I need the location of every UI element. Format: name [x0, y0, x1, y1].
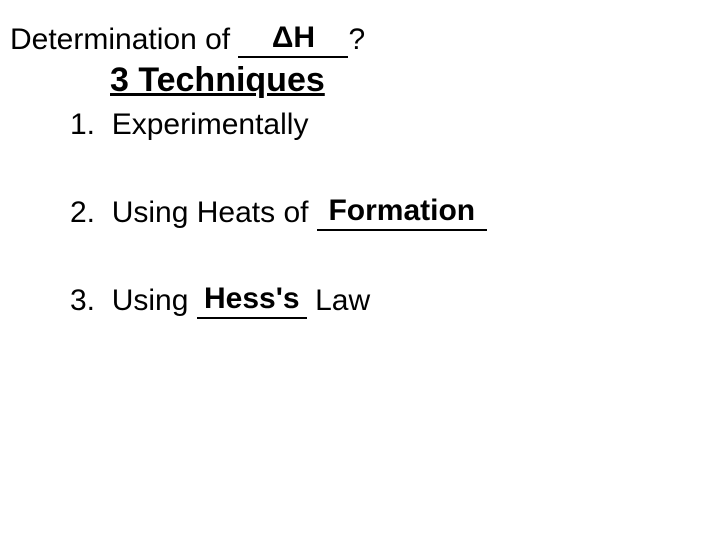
- item-blank-hess: Hess's: [197, 281, 307, 319]
- slide-subtitle: 3 Techniques: [110, 60, 720, 101]
- slide-title: Determination of ΔH?: [10, 20, 720, 58]
- item-number: 3.: [70, 284, 95, 317]
- title-blank-deltaH: ΔH: [238, 20, 348, 58]
- slide: Determination of ΔH? 3 Techniques 1. Exp…: [0, 0, 720, 540]
- item-blank-formation: Formation: [317, 193, 487, 231]
- item-prefix: Using: [112, 284, 197, 317]
- item-prefix: Using Heats of: [112, 196, 317, 229]
- item-number: 2.: [70, 196, 95, 229]
- list-item: 1. Experimentally: [70, 107, 720, 143]
- item-number: 1.: [70, 108, 95, 141]
- item-suffix: Law: [307, 284, 370, 317]
- title-prefix: Determination of: [10, 23, 238, 56]
- title-suffix: ?: [348, 23, 365, 56]
- list-item: 2. Using Heats of Formation: [70, 193, 720, 231]
- list-item: 3. Using Hess's Law: [70, 281, 720, 319]
- item-prefix: Experimentally: [112, 108, 309, 141]
